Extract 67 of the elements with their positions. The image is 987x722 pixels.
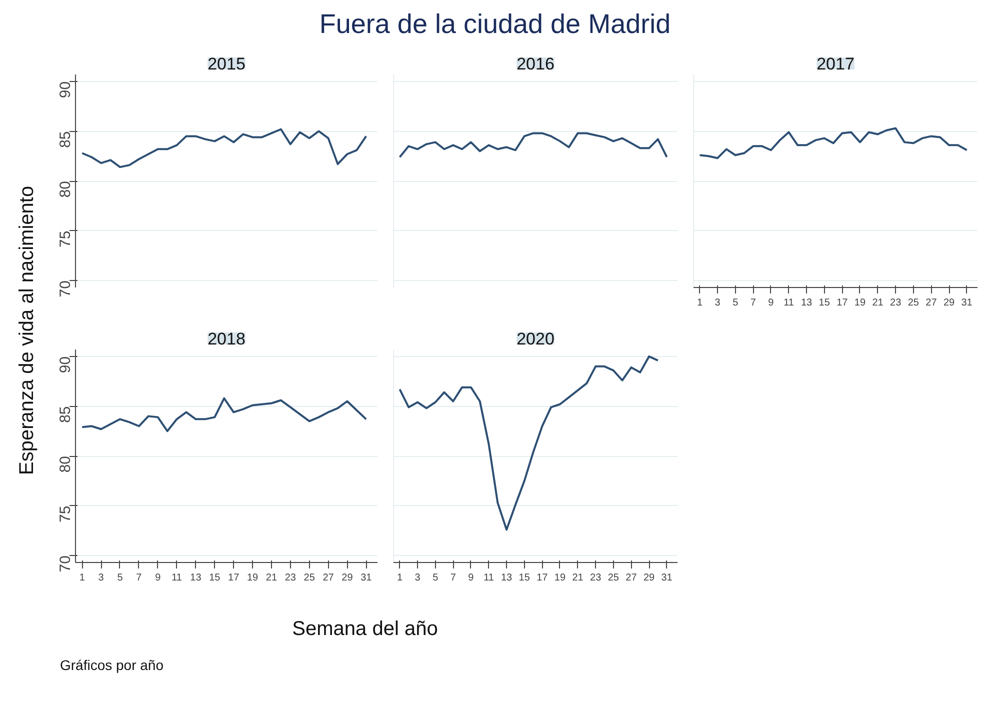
- x-tick-label: 13: [190, 572, 202, 584]
- x-tick-label: 1: [79, 572, 86, 584]
- y-tick-label: 75: [57, 506, 74, 522]
- x-tick-label: 31: [661, 572, 673, 584]
- x-tick-label: 11: [784, 298, 794, 308]
- x-tick-label: 21: [872, 298, 884, 308]
- y-tick-label: 90: [57, 81, 74, 98]
- chart-title: 2015: [208, 54, 246, 74]
- x-tick-label: 17: [536, 572, 548, 584]
- chart-title: 2020: [516, 330, 554, 348]
- x-tick-label: 19: [246, 572, 259, 584]
- x-tick-label: 5: [732, 298, 739, 308]
- x-tick-label: 27: [926, 298, 938, 308]
- x-tick-label: 9: [468, 572, 474, 584]
- x-tick-label: 15: [818, 298, 830, 308]
- x-tick-label: 29: [342, 572, 354, 584]
- text: Semana del año: [292, 617, 438, 642]
- x-tick-label: 25: [908, 298, 920, 308]
- x-tick-label: 23: [284, 572, 296, 584]
- x-tick-label: 5: [117, 572, 124, 584]
- x-tick-label: 15: [209, 572, 221, 584]
- x-tick-label: 5: [432, 572, 439, 584]
- x-tick-label: 19: [854, 298, 866, 308]
- text: Gráficos por año: [60, 656, 164, 675]
- y-tick-label: 80: [57, 180, 74, 198]
- x-tick-label: 23: [890, 298, 902, 308]
- y-tick-label: 75: [57, 230, 74, 248]
- x-tick-label: 13: [801, 298, 813, 308]
- x-tick-label: 29: [943, 298, 956, 308]
- x-tick-label: 3: [714, 298, 721, 308]
- x-tick-label: 31: [360, 572, 372, 584]
- x-tick-label: 21: [266, 572, 278, 584]
- chart-title: 2017: [816, 54, 854, 74]
- x-tick-label: 11: [172, 572, 182, 584]
- x-tick-label: 17: [228, 572, 240, 584]
- x-tick-label: 27: [322, 572, 334, 584]
- text: Esperanza de vida al nacimiento: [15, 185, 39, 475]
- chart-title: 2016: [516, 54, 554, 74]
- x-tick-label: 23: [590, 572, 602, 584]
- y-tick-label: 85: [57, 131, 74, 148]
- x-tick-label: 7: [450, 572, 456, 584]
- x-tick-label: 7: [136, 572, 142, 584]
- x-tick-label: 27: [626, 572, 638, 584]
- x-tick-label: 31: [961, 298, 973, 308]
- y-tick-label: 70: [57, 280, 74, 298]
- x-tick-label: 9: [768, 298, 774, 308]
- x-tick-label: 7: [750, 298, 756, 308]
- text: Fuera de la ciudad de Madrid: [319, 8, 671, 41]
- x-tick-label: 17: [836, 298, 848, 308]
- y-tick-label: 90: [57, 356, 74, 374]
- chart-title: 2018: [208, 330, 246, 348]
- x-tick-label: 1: [696, 298, 703, 308]
- x-tick-label: 3: [98, 572, 104, 584]
- x-tick-label: 15: [518, 572, 530, 584]
- x-tick-label: 1: [396, 572, 403, 584]
- x-tick-label: 13: [501, 572, 513, 584]
- x-tick-label: 11: [484, 572, 494, 584]
- y-tick-label: 85: [57, 406, 74, 423]
- x-tick-label: 19: [554, 572, 566, 584]
- x-tick-label: 3: [414, 572, 421, 584]
- x-tick-label: 29: [643, 572, 656, 584]
- y-tick-label: 80: [57, 456, 74, 473]
- y-tick-label: 70: [57, 556, 74, 572]
- x-tick-label: 9: [155, 572, 162, 584]
- x-tick-label: 21: [572, 572, 584, 584]
- x-tick-label: 25: [608, 572, 620, 584]
- x-tick-label: 25: [304, 572, 316, 584]
